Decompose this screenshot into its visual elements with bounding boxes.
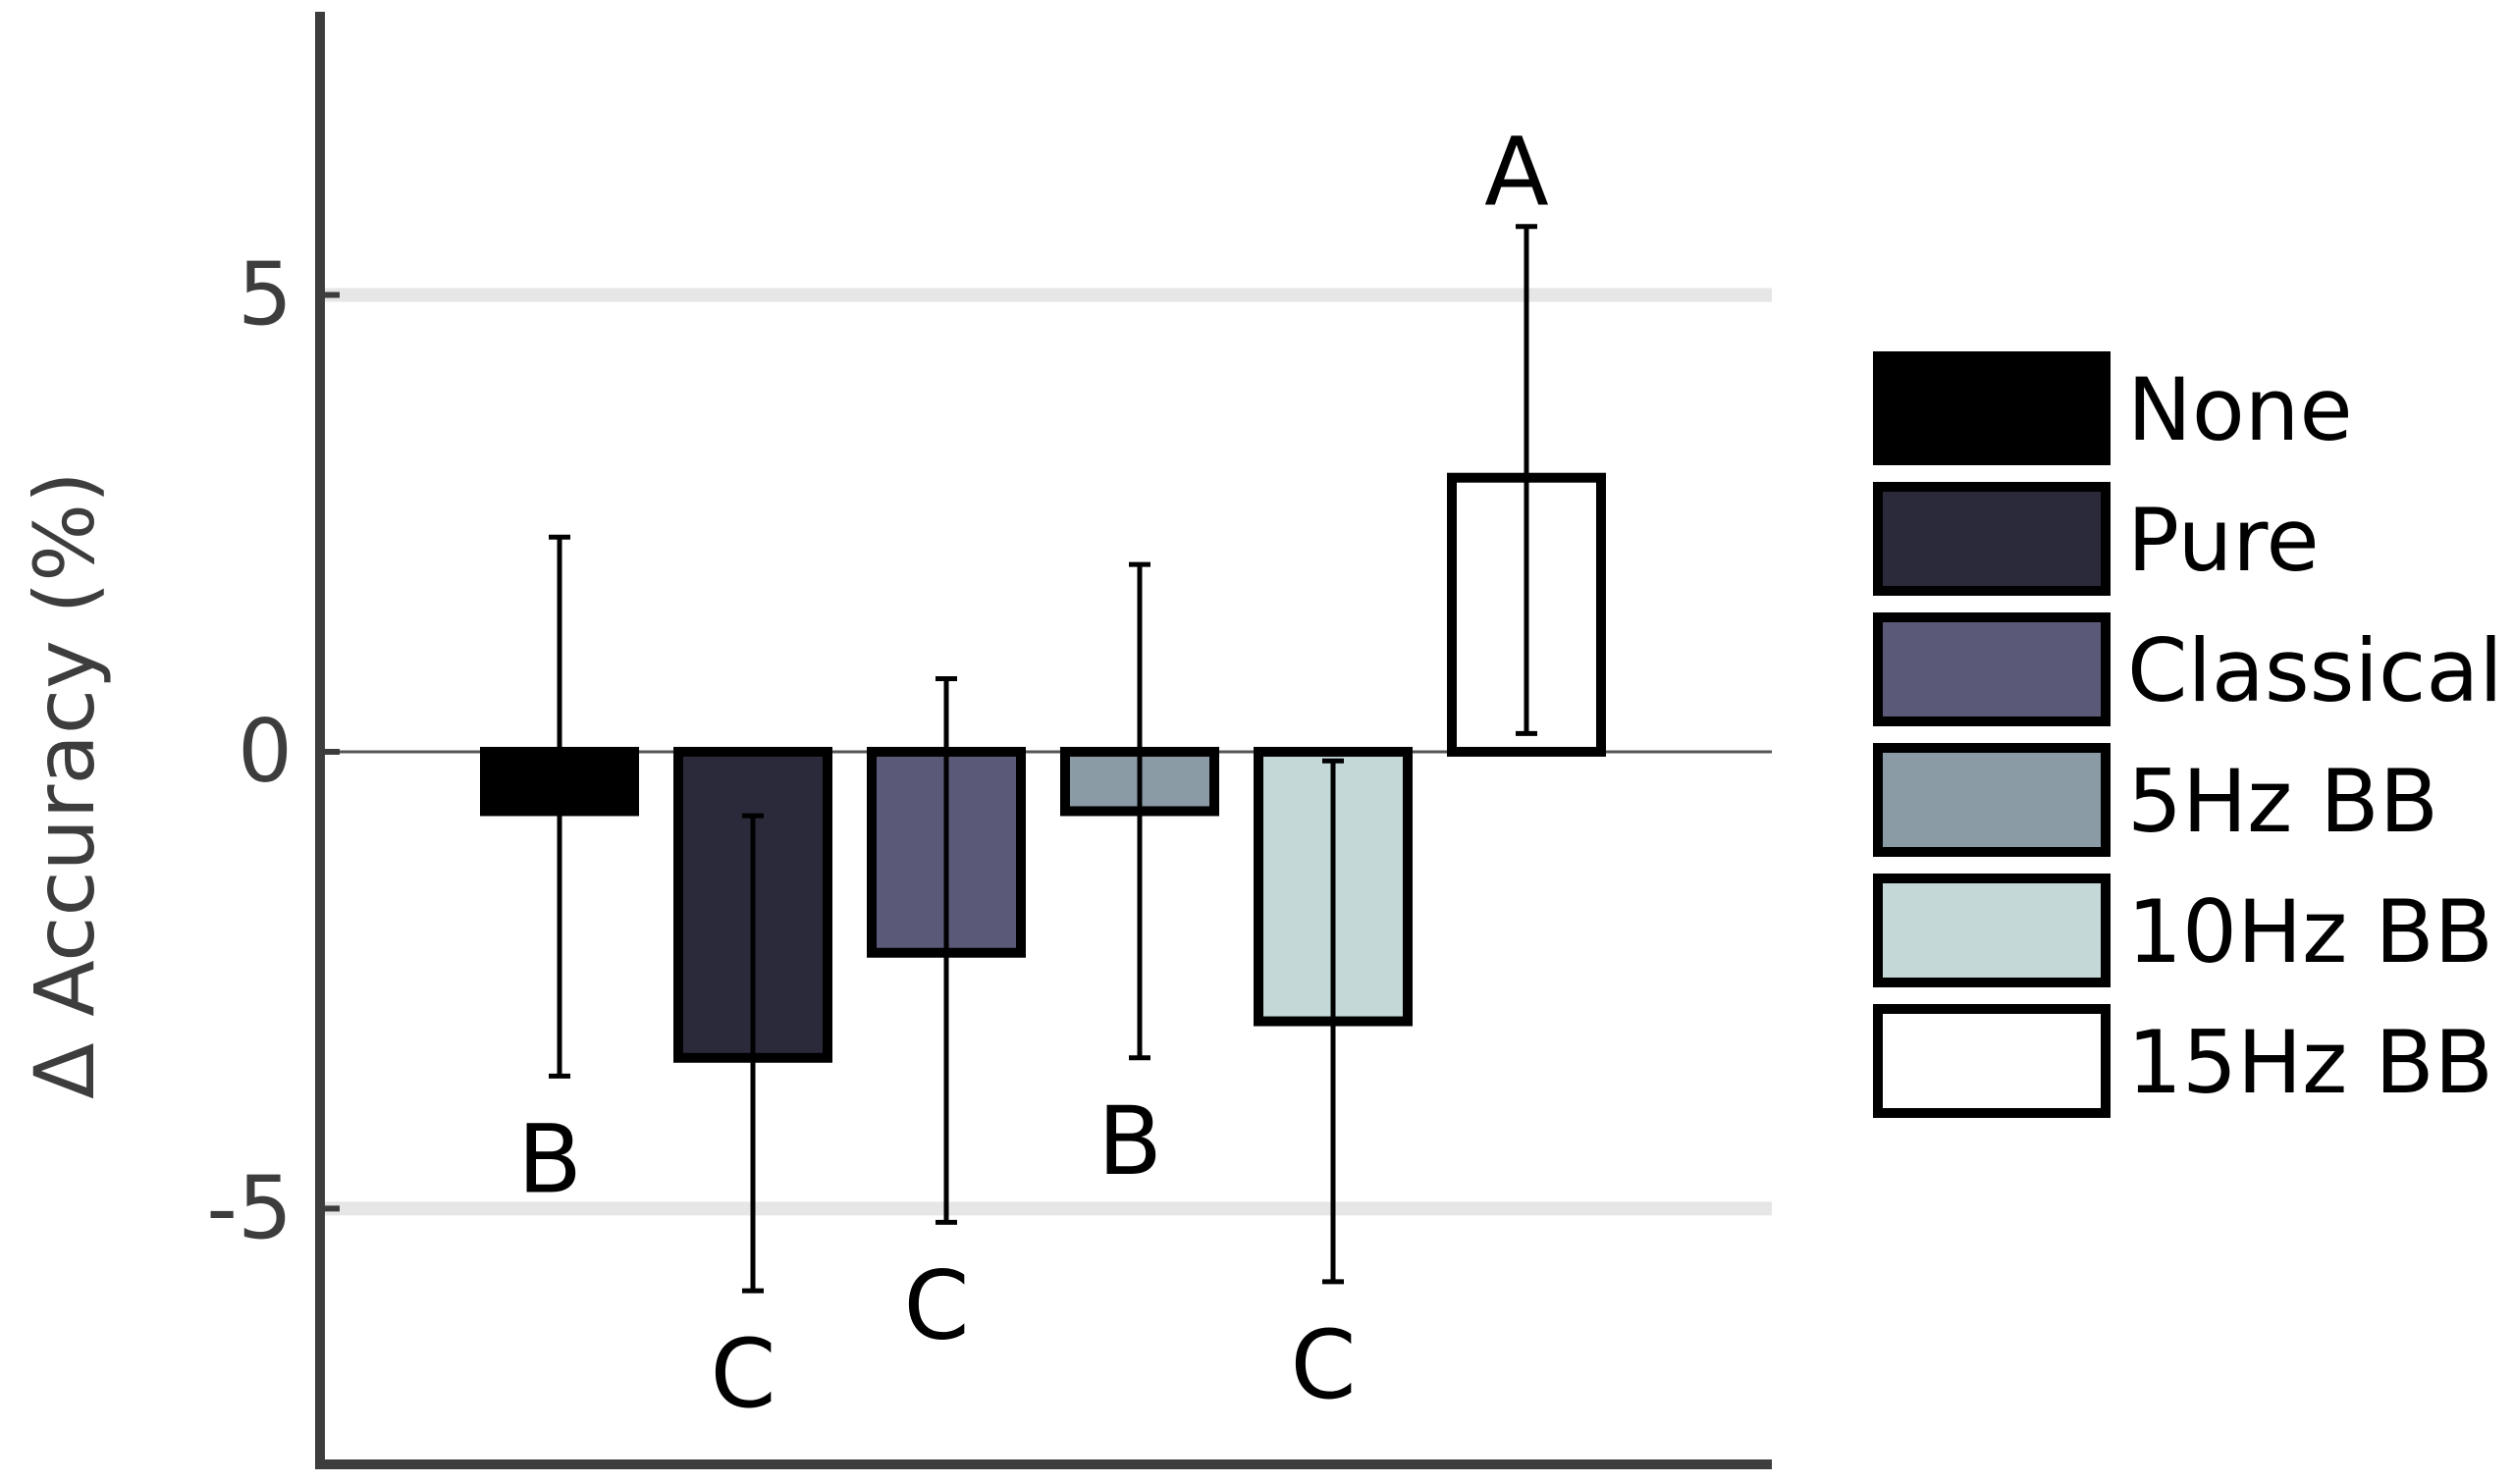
- error-bars: [549, 224, 1537, 1294]
- y-tick-label: 0: [238, 701, 293, 802]
- legend: None Pure Classical 5Hz BB 10Hz BB 15Hz BB: [1873, 351, 2503, 1118]
- legend-label: Classical: [2127, 620, 2503, 721]
- axes: [315, 12, 1772, 1469]
- legend-label: 10Hz BB: [2127, 881, 2493, 982]
- significance-letter: B: [517, 1104, 582, 1214]
- legend-label: 5Hz BB: [2127, 751, 2438, 852]
- significance-letter: A: [1484, 118, 1549, 228]
- grid-lines: [320, 288, 1772, 1216]
- significance-letter: C: [903, 1250, 969, 1360]
- legend-label: 15Hz BB: [2127, 1012, 2493, 1113]
- legend-swatch: [1873, 874, 2111, 987]
- y-axis-label: Δ Accuracy (%): [17, 471, 113, 1099]
- legend-swatch: [1873, 1004, 2111, 1118]
- significance-letter: B: [1097, 1086, 1162, 1196]
- significance-letters: B C C B C A: [517, 118, 1549, 1429]
- y-tick-label: 5: [238, 244, 293, 345]
- bars: [480, 472, 1606, 1063]
- significance-letter: C: [710, 1319, 775, 1429]
- legend-swatch: [1873, 743, 2111, 857]
- y-tick-label: -5: [206, 1157, 293, 1258]
- significance-letter: C: [1290, 1310, 1356, 1420]
- legend-swatch: [1873, 482, 2111, 596]
- y-ticks: 5 0 -5: [206, 244, 340, 1258]
- legend-swatch: [1873, 351, 2111, 465]
- legend-label: None: [2127, 359, 2353, 460]
- legend-swatch: [1873, 612, 2111, 726]
- legend-label: Pure: [2127, 490, 2320, 591]
